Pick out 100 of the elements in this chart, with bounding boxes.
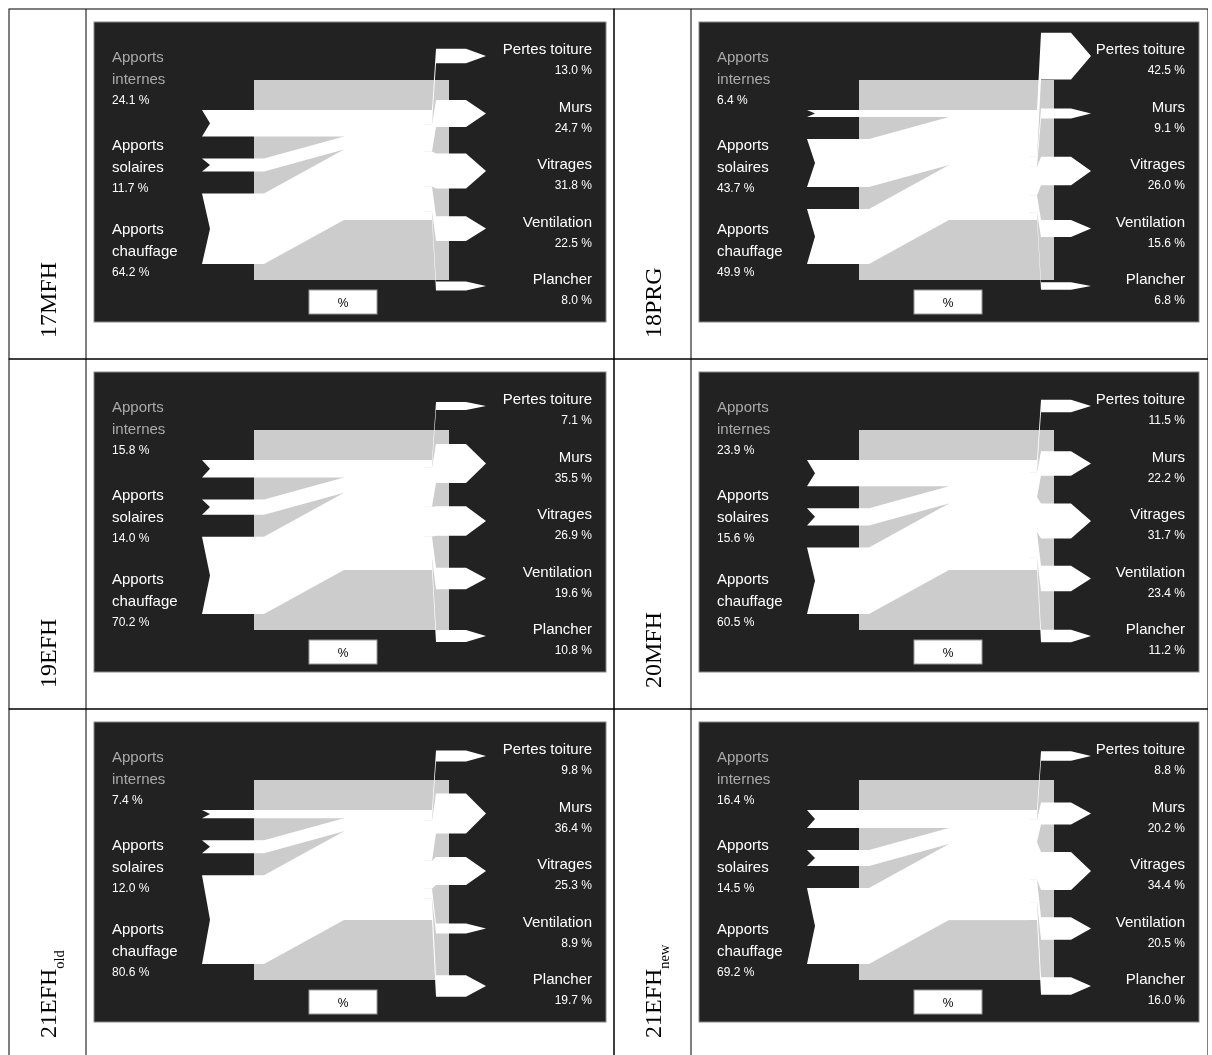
data-label: 8.9 % xyxy=(561,935,593,950)
category-label: Apports solaires xyxy=(717,836,769,875)
category-label: Apports solaires xyxy=(112,136,164,175)
data-label: 20.5 % xyxy=(1147,935,1186,950)
data-label: 69.2 % xyxy=(717,965,755,979)
category-label: Murs xyxy=(558,447,592,465)
data-label: 19.7 % xyxy=(554,993,593,1007)
data-label: 11.5 % xyxy=(1148,413,1186,427)
category-label: Murs xyxy=(1151,797,1185,815)
category-label: Pertes toiture xyxy=(1095,740,1185,757)
data-label: 42.5 % xyxy=(1147,63,1186,77)
category-label: Apports chauffage xyxy=(112,570,178,609)
data-label: 6.4 % xyxy=(717,93,749,107)
data-label: 15.6 % xyxy=(717,531,755,545)
data-label: 16.0 % xyxy=(1147,993,1186,1007)
category-label: Apports internes xyxy=(112,48,166,87)
data-label: 25.3 % xyxy=(554,878,593,892)
data-label: 14.0 % xyxy=(112,531,150,545)
category-label: Apports internes xyxy=(112,398,166,437)
data-label: 49.9 % xyxy=(717,265,755,279)
data-label: 31.7 % xyxy=(1147,528,1186,542)
data-label: 43.7 % xyxy=(717,181,755,195)
category-label: Pertes toiture xyxy=(502,740,592,757)
text: % xyxy=(942,996,954,1010)
category-label: Apports solaires xyxy=(717,136,769,175)
category-label: Plancher xyxy=(532,270,592,287)
data-label: 9.1 % xyxy=(1154,120,1186,135)
category-label: Apports solaires xyxy=(717,486,769,525)
category-label: Vitrages xyxy=(537,505,592,522)
text: 18PRG xyxy=(640,267,666,338)
category-label: Murs xyxy=(558,97,592,115)
data-label: 15.8 % xyxy=(112,443,150,457)
category-label: Apports internes xyxy=(717,48,771,87)
data-label: 9.8 % xyxy=(561,763,593,777)
data-label: 15.6 % xyxy=(1147,235,1186,250)
category-label: Vitrages xyxy=(537,855,592,872)
data-label: 31.8 % xyxy=(554,178,593,192)
category-label: Plancher xyxy=(1125,620,1185,637)
data-label: 12.0 % xyxy=(112,881,150,895)
category-label: Apports chauffage xyxy=(112,220,178,259)
category-label: Ventilation xyxy=(1115,212,1185,230)
data-label: 26.0 % xyxy=(1147,178,1186,192)
category-label: Vitrages xyxy=(1130,855,1185,872)
category-label: Plancher xyxy=(1125,270,1185,287)
data-label: 24.1 % xyxy=(112,93,150,107)
data-label: 80.6 % xyxy=(112,965,150,979)
data-label: 11.2 % xyxy=(1148,643,1186,657)
data-label: 20.2 % xyxy=(1147,820,1186,835)
data-label: 64.2 % xyxy=(112,265,150,279)
category-label: Murs xyxy=(558,797,592,815)
category-label: Pertes toiture xyxy=(502,390,592,407)
category-label: Pertes toiture xyxy=(1095,390,1185,407)
category-label: Vitrages xyxy=(1130,155,1185,172)
data-label: 34.4 % xyxy=(1147,878,1186,892)
data-label: 10.8 % xyxy=(554,643,593,657)
data-label: 19.6 % xyxy=(554,585,593,600)
category-label: Vitrages xyxy=(537,155,592,172)
category-label: Apports internes xyxy=(717,398,771,437)
data-label: 16.4 % xyxy=(717,793,755,807)
data-label: 7.4 % xyxy=(112,793,144,807)
category-label: Apports chauffage xyxy=(717,220,783,259)
text: 20MFH xyxy=(640,611,666,688)
category-label: Apports solaires xyxy=(112,836,164,875)
category-label: Plancher xyxy=(532,970,592,987)
category-label: Pertes toiture xyxy=(1095,40,1185,57)
text: % xyxy=(337,996,349,1010)
data-label: 23.9 % xyxy=(717,443,755,457)
category-label: Pertes toiture xyxy=(502,40,592,57)
data-label: 70.2 % xyxy=(112,615,150,629)
data-label: 36.4 % xyxy=(554,820,593,835)
data-label: 6.8 % xyxy=(1154,293,1186,307)
data-label: 23.4 % xyxy=(1147,585,1186,600)
text: 17MFH xyxy=(35,261,61,338)
text: % xyxy=(942,646,954,660)
category-label: Ventilation xyxy=(1115,562,1185,580)
text: 19EFH xyxy=(35,618,61,688)
data-label: 22.2 % xyxy=(1147,470,1186,485)
category-label: Apports solaires xyxy=(112,486,164,525)
text: % xyxy=(337,646,349,660)
category-label: Murs xyxy=(1151,447,1185,465)
category-label: Ventilation xyxy=(522,912,592,930)
category-label: Murs xyxy=(1151,97,1185,115)
data-label: 8.0 % xyxy=(561,293,593,307)
category-label: Apports chauffage xyxy=(717,920,783,959)
category-label: Apports internes xyxy=(717,748,771,787)
category-label: Plancher xyxy=(1125,970,1185,987)
category-label: Ventilation xyxy=(522,212,592,230)
data-label: 8.8 % xyxy=(1154,763,1186,777)
data-label: 24.7 % xyxy=(554,120,593,135)
category-label: Apports internes xyxy=(112,748,166,787)
category-label: Apports chauffage xyxy=(112,920,178,959)
category-label: Ventilation xyxy=(522,562,592,580)
category-label: Vitrages xyxy=(1130,505,1185,522)
data-label: 26.9 % xyxy=(554,528,593,542)
data-label: 60.5 % xyxy=(717,615,755,629)
data-label: 13.0 % xyxy=(554,63,593,77)
data-label: 14.5 % xyxy=(717,881,755,895)
category-label: Plancher xyxy=(532,620,592,637)
category-label: Ventilation xyxy=(1115,912,1185,930)
data-label: 35.5 % xyxy=(554,470,593,485)
